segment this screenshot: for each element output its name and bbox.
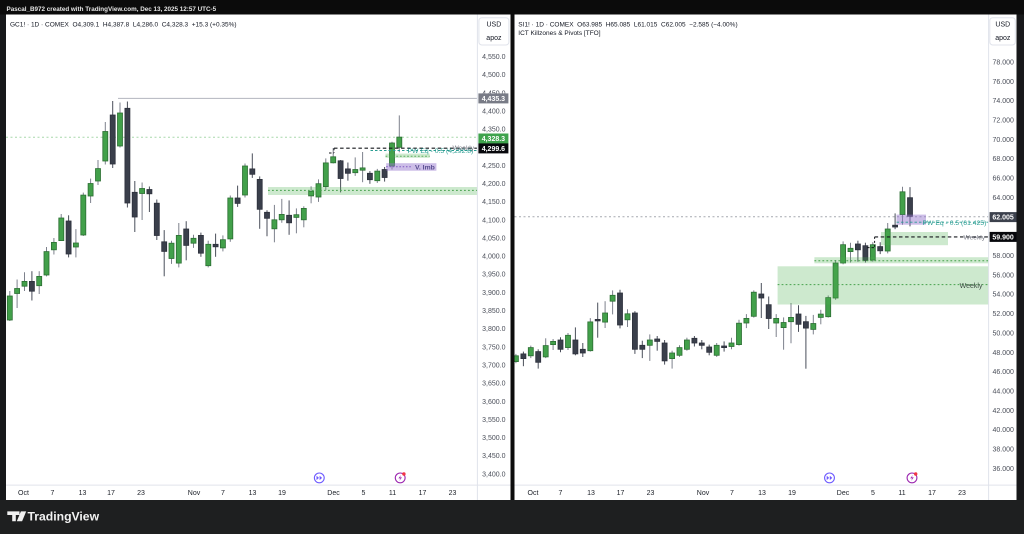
svg-text:72.000: 72.000 (992, 118, 1014, 125)
svg-text:Oct: Oct (18, 490, 29, 497)
svg-text:19: 19 (278, 490, 286, 497)
svg-text:23: 23 (647, 490, 655, 497)
svg-text:Pascal_B972 created with Tradi: Pascal_B972 created with TradingView.com… (7, 6, 217, 13)
svg-text:7: 7 (559, 490, 563, 497)
svg-text:3,650.0: 3,650.0 (482, 381, 505, 388)
svg-text:4,435.3: 4,435.3 (482, 96, 505, 103)
svg-text:13: 13 (758, 490, 766, 497)
svg-text:70.000: 70.000 (992, 137, 1014, 144)
svg-text:SI1! · 1D · COMEX O63.985 H6: SI1! · 1D · COMEX O63.985 H65.085 L61.01… (518, 21, 737, 28)
svg-text:3,850.0: 3,850.0 (482, 308, 505, 315)
svg-text:58.000: 58.000 (992, 253, 1014, 260)
svg-text:Weekly: Weekly (960, 283, 983, 290)
svg-text:USD: USD (995, 22, 1010, 29)
svg-text:Nov: Nov (697, 490, 710, 497)
svg-text:3,450.0: 3,450.0 (482, 453, 505, 460)
svg-text:5: 5 (362, 490, 366, 497)
svg-text:3,900.0: 3,900.0 (482, 290, 505, 297)
svg-text:4,250.0: 4,250.0 (482, 163, 505, 170)
svg-text:4,000.0: 4,000.0 (482, 254, 505, 261)
svg-text:Weekly: Weekly (964, 235, 986, 242)
svg-text:19: 19 (788, 490, 796, 497)
svg-text:13: 13 (79, 490, 87, 497)
svg-text:3,700.0: 3,700.0 (482, 363, 505, 370)
svg-text:17: 17 (107, 490, 115, 497)
svg-text:3,550.0: 3,550.0 (482, 417, 505, 424)
svg-text:PW Eq - 0.5 (4,292.8): PW Eq - 0.5 (4,292.8) (408, 148, 474, 155)
svg-text:4,328.3: 4,328.3 (482, 136, 505, 143)
svg-text:11: 11 (898, 490, 905, 497)
svg-text:TradingView: TradingView (28, 510, 100, 524)
svg-text:4,550.0: 4,550.0 (482, 54, 505, 61)
svg-text:4,050.0: 4,050.0 (482, 236, 505, 243)
svg-text:PW Eq - 0.5 (61.425): PW Eq - 0.5 (61.425) (923, 220, 987, 227)
svg-text:4,500.0: 4,500.0 (482, 72, 505, 79)
svg-text:5: 5 (871, 490, 875, 497)
svg-text:56.000: 56.000 (992, 272, 1014, 279)
svg-text:38.000: 38.000 (992, 447, 1014, 454)
svg-text:76.000: 76.000 (992, 79, 1014, 86)
svg-text:7: 7 (730, 490, 734, 497)
svg-text:3,600.0: 3,600.0 (482, 399, 505, 406)
svg-text:66.000: 66.000 (992, 176, 1014, 183)
svg-text:3,500.0: 3,500.0 (482, 435, 505, 442)
svg-text:59.900: 59.900 (992, 234, 1014, 241)
svg-text:13: 13 (249, 490, 257, 497)
svg-text:GC1! · 1D · COMEX O4,309.1 H: GC1! · 1D · COMEX O4,309.1 H4,387.8 L4,2… (10, 21, 237, 28)
svg-text:7: 7 (51, 490, 55, 497)
svg-text:apoz: apoz (486, 35, 502, 42)
svg-text:74.000: 74.000 (992, 98, 1014, 105)
svg-text:40.000: 40.000 (992, 427, 1014, 434)
svg-text:68.000: 68.000 (992, 156, 1014, 163)
svg-text:4,400.0: 4,400.0 (482, 108, 505, 115)
svg-text:4,100.0: 4,100.0 (482, 217, 505, 224)
svg-text:46.000: 46.000 (992, 369, 1014, 376)
svg-text:23: 23 (449, 490, 457, 497)
svg-text:4,299.6: 4,299.6 (482, 146, 505, 153)
svg-text:Nov: Nov (188, 490, 201, 497)
svg-text:42.000: 42.000 (992, 408, 1014, 415)
svg-text:ICT Killzones & Pivots [TFO]: ICT Killzones & Pivots [TFO] (518, 30, 600, 37)
svg-text:USD: USD (487, 22, 502, 29)
svg-text:Dec: Dec (837, 490, 850, 497)
svg-text:50.000: 50.000 (992, 330, 1014, 337)
svg-text:13: 13 (587, 490, 595, 497)
svg-text:apoz: apoz (995, 35, 1011, 42)
svg-text:54.000: 54.000 (992, 292, 1014, 299)
svg-text:7: 7 (221, 490, 225, 497)
svg-text:11: 11 (389, 490, 396, 497)
svg-text:4,150.0: 4,150.0 (482, 199, 505, 206)
svg-text:23: 23 (137, 490, 145, 497)
svg-text:17: 17 (928, 490, 936, 497)
svg-text:64.000: 64.000 (992, 195, 1014, 202)
svg-text:3,800.0: 3,800.0 (482, 326, 505, 333)
svg-text:44.000: 44.000 (992, 389, 1014, 396)
svg-text:48.000: 48.000 (992, 350, 1014, 357)
svg-text:Oct: Oct (528, 490, 539, 497)
svg-text:4,350.0: 4,350.0 (482, 127, 505, 134)
svg-text:3,750.0: 3,750.0 (482, 344, 505, 351)
svg-text:Dec: Dec (327, 490, 340, 497)
svg-text:23: 23 (958, 490, 966, 497)
svg-text:4,200.0: 4,200.0 (482, 181, 505, 188)
svg-text:V. Imb: V. Imb (415, 164, 435, 171)
svg-text:36.000: 36.000 (992, 466, 1014, 473)
svg-text:3,950.0: 3,950.0 (482, 272, 505, 279)
svg-text:Weekly: Weekly (453, 145, 475, 152)
svg-text:78.000: 78.000 (992, 59, 1014, 66)
svg-text:17: 17 (419, 490, 427, 497)
svg-text:52.000: 52.000 (992, 311, 1014, 318)
svg-text:17: 17 (617, 490, 625, 497)
svg-text:3,400.0: 3,400.0 (482, 471, 505, 478)
svg-text:62.005: 62.005 (992, 215, 1014, 222)
